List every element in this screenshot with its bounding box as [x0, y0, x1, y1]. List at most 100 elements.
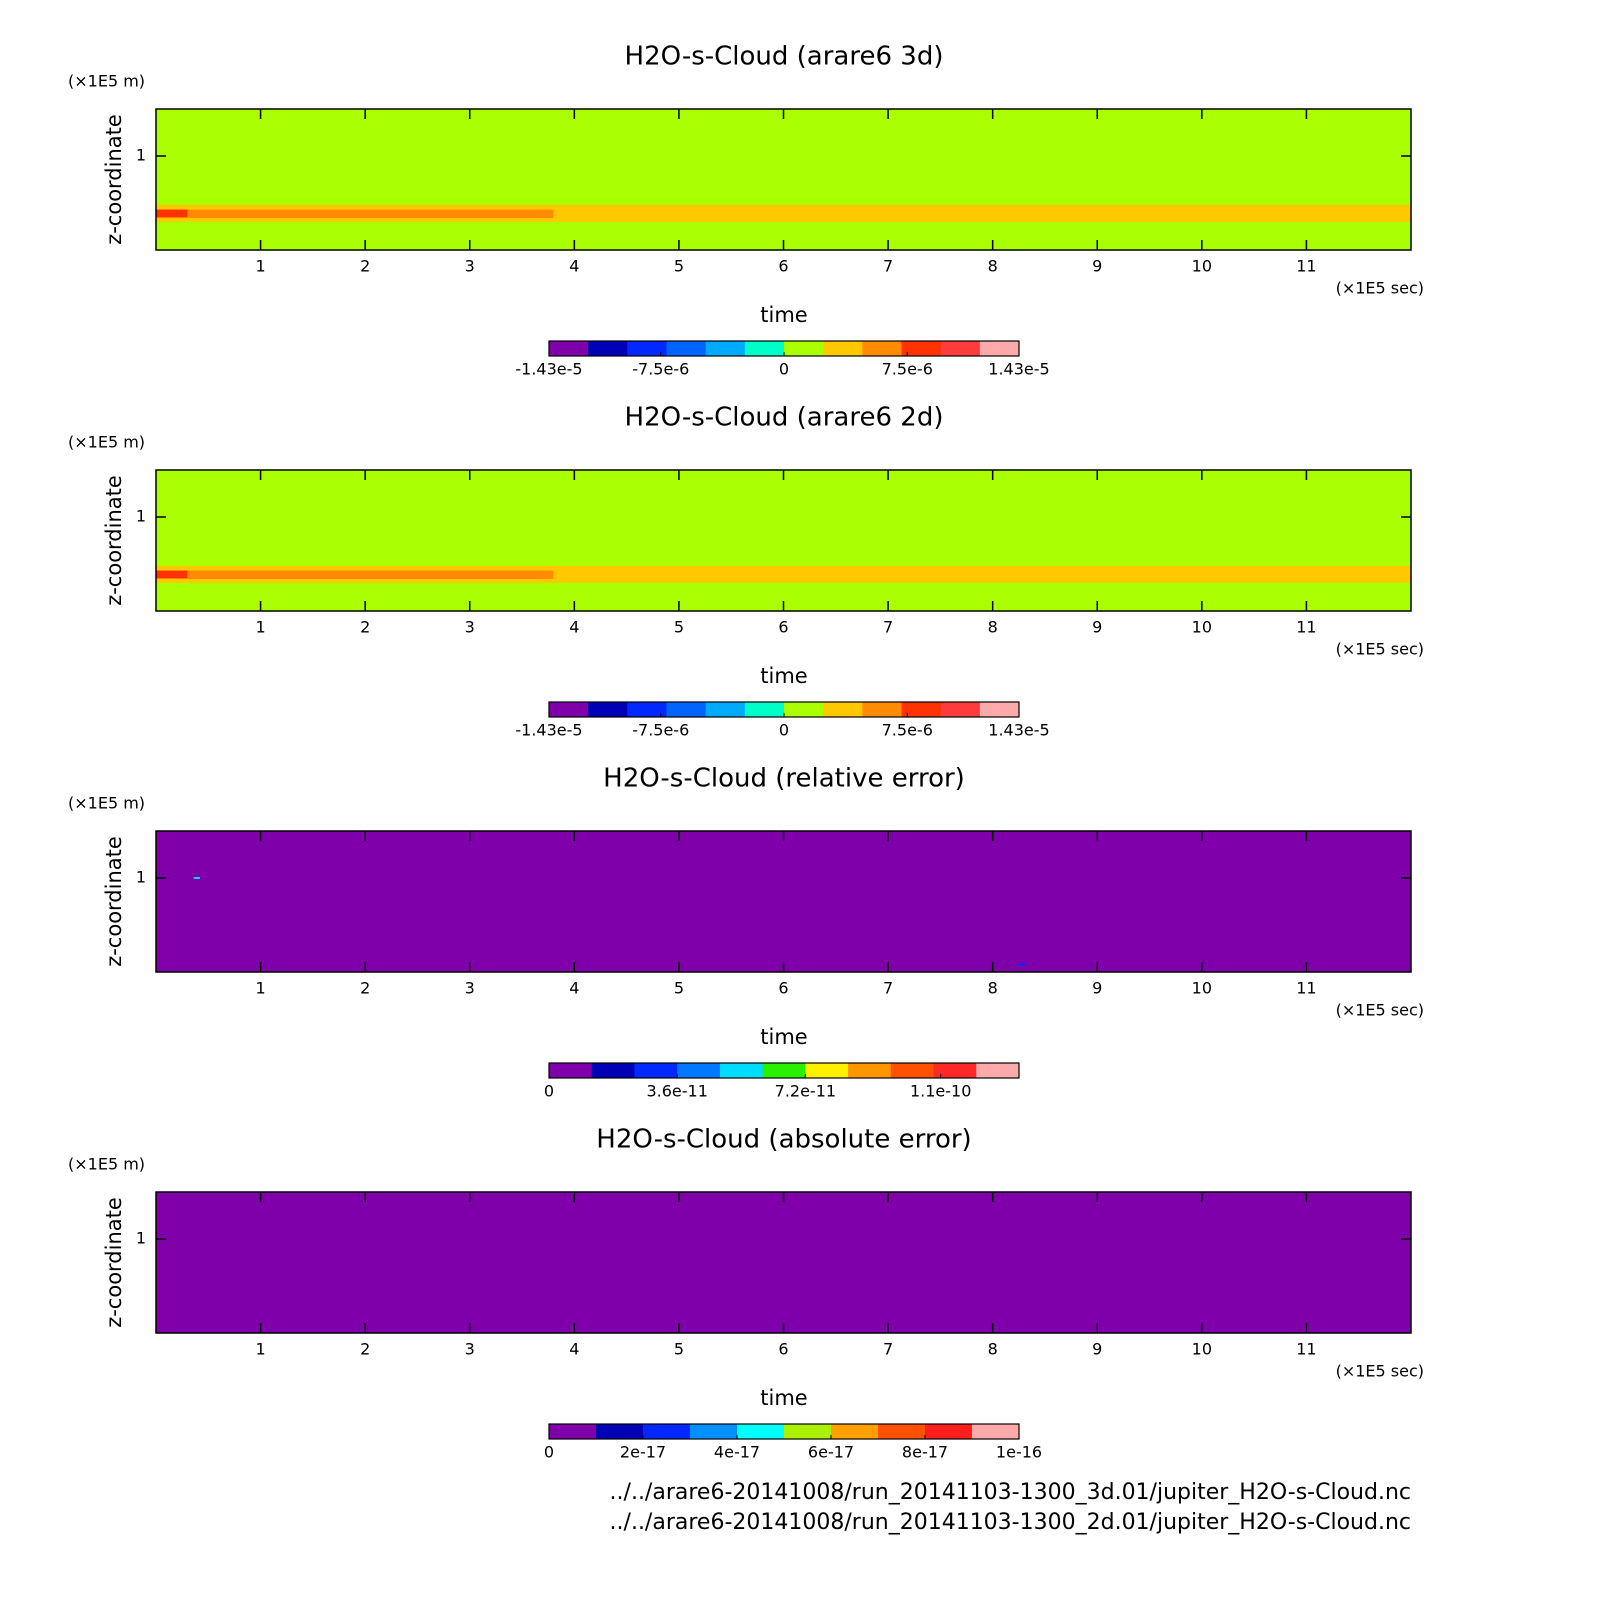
- x-tick-label: 10: [1192, 1340, 1212, 1359]
- y-axis-label: z-coordinate: [102, 475, 126, 606]
- colorbar-swatch: [976, 1063, 1020, 1078]
- colorbar-swatch: [705, 702, 746, 717]
- heat-cell: [156, 831, 1411, 972]
- x-unit: (×1E5 sec): [1336, 279, 1424, 298]
- colorbar-swatch: [784, 702, 824, 717]
- colorbar-swatch: [719, 1063, 764, 1078]
- x-axis-label: time: [760, 1025, 807, 1049]
- x-axis-label: time: [760, 303, 807, 327]
- x-unit: (×1E5 sec): [1336, 1362, 1424, 1381]
- x-tick-label: 6: [778, 257, 788, 276]
- y-tick-label: 1: [136, 1229, 146, 1248]
- colorbar-swatch: [705, 341, 746, 356]
- colorbar-tick-label: 0: [779, 721, 789, 740]
- chart-title: H2O-s-Cloud (arare6 3d): [625, 42, 944, 72]
- x-tick-label: 3: [465, 257, 475, 276]
- x-tick-label: 7: [883, 257, 893, 276]
- x-tick-label: 8: [988, 618, 998, 637]
- colorbar-swatch: [591, 1063, 635, 1078]
- x-tick-label: 4: [569, 1340, 579, 1359]
- colorbar-swatch: [744, 341, 785, 356]
- colorbar-swatch: [862, 702, 902, 717]
- x-tick-label: 4: [569, 618, 579, 637]
- y-unit: (×1E5 m): [68, 433, 145, 452]
- colorbar-tick-label: -7.5e-6: [632, 360, 689, 379]
- x-tick-label: 1: [255, 1340, 265, 1359]
- x-tick-label: 8: [988, 257, 998, 276]
- heat-cell: [193, 877, 200, 879]
- x-tick-label: 2: [360, 1340, 370, 1359]
- x-tick-label: 3: [465, 1340, 475, 1359]
- x-tick-label: 9: [1092, 257, 1102, 276]
- colorbar-swatch: [627, 341, 667, 356]
- x-tick-label: 11: [1296, 618, 1316, 637]
- colorbar-tick-label: 8e-17: [902, 1443, 948, 1462]
- x-tick-label: 6: [778, 1340, 788, 1359]
- colorbar-tick-label: 0: [544, 1443, 554, 1462]
- x-tick-label: 10: [1192, 257, 1212, 276]
- x-tick-label: 10: [1192, 979, 1212, 998]
- heat-cell: [1017, 963, 1027, 966]
- colorbar-tick-label: -1.43e-5: [515, 721, 582, 740]
- colorbar-swatch: [933, 1063, 977, 1078]
- heat-cell: [156, 1192, 1411, 1333]
- colorbar-swatch: [596, 1424, 644, 1439]
- colorbar-tick-label: -1.43e-5: [515, 360, 582, 379]
- x-tick-label: 7: [883, 1340, 893, 1359]
- colorbar-swatch: [878, 1424, 926, 1439]
- x-tick-label: 9: [1092, 1340, 1102, 1359]
- colorbar-swatch: [549, 702, 589, 717]
- x-tick-label: 3: [465, 979, 475, 998]
- colorbar-tick-label: 0: [544, 1082, 554, 1101]
- chart-title: H2O-s-Cloud (absolute error): [596, 1125, 971, 1155]
- heat-cell: [156, 570, 554, 580]
- x-tick-label: 9: [1092, 979, 1102, 998]
- colorbar-tick-label: 2e-17: [620, 1443, 666, 1462]
- colorbar-tick-label: 0: [779, 360, 789, 379]
- colorbar-frame: [548, 1062, 1020, 1079]
- colorbar-swatch: [925, 1424, 973, 1439]
- y-unit: (×1E5 m): [68, 1155, 145, 1174]
- colorbar-swatch: [862, 341, 902, 356]
- heat-cell: [156, 209, 188, 218]
- colorbar-swatch: [901, 702, 942, 717]
- colorbar-swatch: [901, 341, 942, 356]
- colorbar-swatch: [831, 1424, 879, 1439]
- colorbar-tick-label: 1.1e-10: [910, 1082, 971, 1101]
- x-tick-label: 5: [674, 618, 684, 637]
- colorbar-swatch: [805, 1063, 849, 1078]
- colorbar-swatch: [940, 341, 981, 356]
- x-tick-label: 6: [778, 618, 788, 637]
- colorbar-tick-label: 1.43e-5: [988, 721, 1049, 740]
- x-tick-label: 4: [569, 979, 579, 998]
- colorbar-swatch: [666, 341, 707, 356]
- heat-cell: [156, 109, 1411, 250]
- x-unit: (×1E5 sec): [1336, 640, 1424, 659]
- colorbar-swatch: [784, 341, 824, 356]
- colorbar-swatch: [666, 702, 707, 717]
- y-unit: (×1E5 m): [68, 72, 145, 91]
- file-path: ../../arare6-20141008/run_20141103-1300_…: [610, 1510, 1411, 1535]
- x-tick-label: 11: [1296, 257, 1316, 276]
- colorbar-swatch: [890, 1063, 935, 1078]
- colorbar-tick-label: 7.5e-6: [882, 721, 933, 740]
- y-tick-label: 1: [136, 507, 146, 526]
- colorbar-swatch: [549, 1063, 593, 1078]
- colorbar-swatch: [784, 1424, 832, 1439]
- colorbar-swatch: [979, 341, 1020, 356]
- y-tick-label: 1: [136, 146, 146, 165]
- colorbar-swatch: [588, 702, 628, 717]
- colorbar-swatch: [634, 1063, 678, 1078]
- x-tick-label: 5: [674, 979, 684, 998]
- colorbar-swatch: [762, 1063, 806, 1078]
- colorbar-swatch: [972, 1424, 1020, 1439]
- colorbar-tick-label: 1.43e-5: [988, 360, 1049, 379]
- colorbar-swatch: [823, 341, 863, 356]
- colorbar-swatch: [737, 1424, 785, 1439]
- colorbar-tick-label: 1e-16: [996, 1443, 1042, 1462]
- x-tick-label: 3: [465, 618, 475, 637]
- x-tick-label: 8: [988, 979, 998, 998]
- x-tick-label: 11: [1296, 979, 1316, 998]
- x-tick-label: 6: [778, 979, 788, 998]
